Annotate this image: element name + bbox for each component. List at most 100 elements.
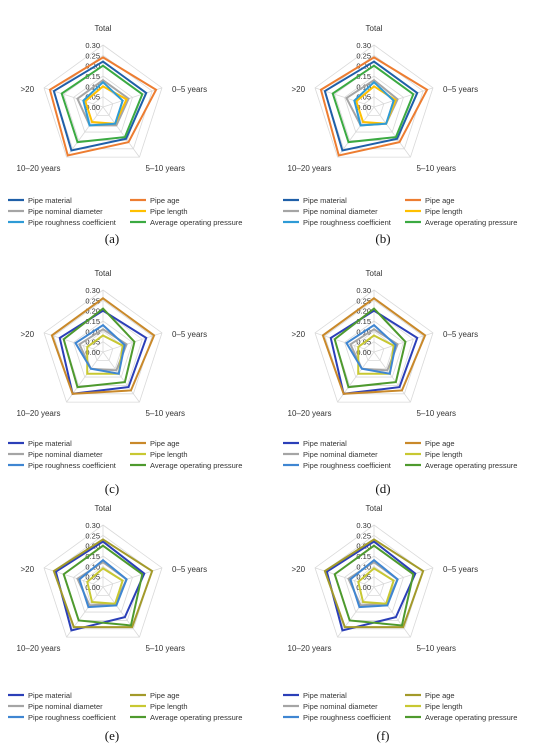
axis-label: Total: [95, 269, 112, 278]
grid-ring: [344, 320, 404, 378]
legend-label: Pipe age: [150, 196, 180, 205]
grid-ring: [314, 44, 434, 158]
tick-label: 0.30: [356, 286, 371, 295]
grid-ring: [92, 576, 114, 596]
grid-ring: [363, 341, 385, 361]
series-line-pipe-roughness-coefficient: [82, 80, 124, 127]
series-line-average-operating-pressure: [333, 544, 415, 627]
axis-label: Total: [366, 24, 383, 33]
tick-label: 0.25: [356, 296, 371, 305]
axis-spoke: [337, 586, 375, 638]
legend-label: Pipe nominal diameter: [28, 702, 103, 711]
panel-label: (a): [105, 231, 119, 246]
axis-label: 10–20 years: [288, 644, 332, 653]
legend-label: Pipe nominal diameter: [28, 450, 103, 459]
series-line-pipe-material: [323, 60, 419, 152]
series-line-pipe-age: [321, 297, 427, 395]
grid-ring: [73, 320, 133, 378]
legend-label: Pipe nominal diameter: [303, 702, 378, 711]
legend-label: Average operating pressure: [425, 218, 517, 227]
series-line-pipe-roughness-coefficient: [345, 323, 397, 375]
axis-label: 0–5 years: [172, 330, 207, 339]
axis-label: Total: [95, 504, 112, 513]
grid-ring: [73, 555, 133, 613]
legend-label: Pipe age: [150, 439, 180, 448]
series-line-average-operating-pressure: [333, 307, 407, 389]
axis-label: Total: [366, 269, 383, 278]
axis-spoke: [102, 351, 140, 403]
axis-spoke: [102, 106, 140, 158]
grid-ring: [363, 96, 385, 116]
tick-label: 0.25: [85, 531, 100, 540]
series-line-average-operating-pressure: [331, 64, 415, 144]
grid-ring: [92, 96, 114, 116]
tick-label: 0.30: [85, 521, 100, 530]
panel-label: (c): [105, 481, 119, 496]
axis-label: 5–10 years: [416, 644, 456, 653]
legend-label: Pipe age: [425, 196, 455, 205]
legend-label: Pipe length: [150, 450, 188, 459]
legend-label: Pipe nominal diameter: [303, 207, 378, 216]
grid-ring: [363, 576, 385, 596]
series-line-pipe-age: [48, 56, 158, 157]
legend-label: Pipe length: [425, 207, 463, 216]
tick-label: 0.00: [356, 103, 371, 112]
axis-label: >20: [20, 85, 34, 94]
series-line-pipe-material: [54, 540, 146, 632]
tick-label: 0.25: [356, 531, 371, 540]
series-line-pipe-roughness-coefficient: [78, 558, 128, 609]
axis-label: >20: [291, 565, 305, 574]
axis-label: 10–20 years: [288, 409, 332, 418]
legend-label: Pipe material: [303, 691, 347, 700]
series-line-pipe-material: [329, 309, 419, 395]
legend-label: Pipe length: [150, 207, 188, 216]
grid-ring: [92, 341, 114, 361]
legend-label: Average operating pressure: [425, 713, 517, 722]
series-line-pipe-age: [323, 538, 425, 629]
series-line-pipe-material: [325, 540, 417, 632]
axis-label: >20: [291, 330, 305, 339]
legend-label: Pipe roughness coefficient: [28, 461, 117, 470]
legend-label: Pipe nominal diameter: [28, 207, 103, 216]
axis-spoke: [66, 586, 104, 638]
series-line-pipe-length: [357, 567, 395, 605]
axis-label: 5–10 years: [145, 409, 185, 418]
axis-spoke: [66, 106, 104, 158]
axis-label: 10–20 years: [288, 164, 332, 173]
tick-label: 0.20: [356, 307, 371, 316]
axis-spoke: [314, 332, 375, 353]
axis-label: Total: [95, 24, 112, 33]
tick-label: 0.00: [85, 348, 100, 357]
tick-label: 0.15: [85, 552, 100, 561]
grid-ring: [344, 555, 404, 613]
legend-label: Pipe roughness coefficient: [303, 218, 392, 227]
tick-label: 0.30: [356, 41, 371, 50]
series-line-pipe-age: [50, 297, 156, 395]
legend-label: Pipe material: [303, 439, 347, 448]
tick-label: 0.00: [356, 348, 371, 357]
tick-label: 0.25: [356, 51, 371, 60]
axis-label: 5–10 years: [416, 409, 456, 418]
tick-label: 0.10: [356, 562, 371, 571]
axis-label: >20: [291, 85, 305, 94]
grid-ring: [344, 75, 404, 133]
panel-label: (f): [377, 728, 390, 743]
tick-label: 0.00: [85, 103, 100, 112]
axis-spoke: [43, 332, 104, 353]
legend-label: Pipe roughness coefficient: [303, 461, 392, 470]
axis-label: >20: [20, 565, 34, 574]
tick-label: 0.15: [356, 552, 371, 561]
axis-label: 0–5 years: [172, 85, 207, 94]
legend-label: Pipe length: [425, 450, 463, 459]
axis-label: 0–5 years: [443, 330, 478, 339]
series-line-pipe-roughness-coefficient: [353, 80, 395, 127]
tick-label: 0.05: [356, 93, 371, 102]
tick-label: 0.25: [85, 296, 100, 305]
series-line-pipe-length: [355, 85, 397, 125]
tick-label: 0.20: [356, 62, 371, 71]
legend-label: Average operating pressure: [150, 218, 242, 227]
legend-label: Pipe age: [425, 439, 455, 448]
